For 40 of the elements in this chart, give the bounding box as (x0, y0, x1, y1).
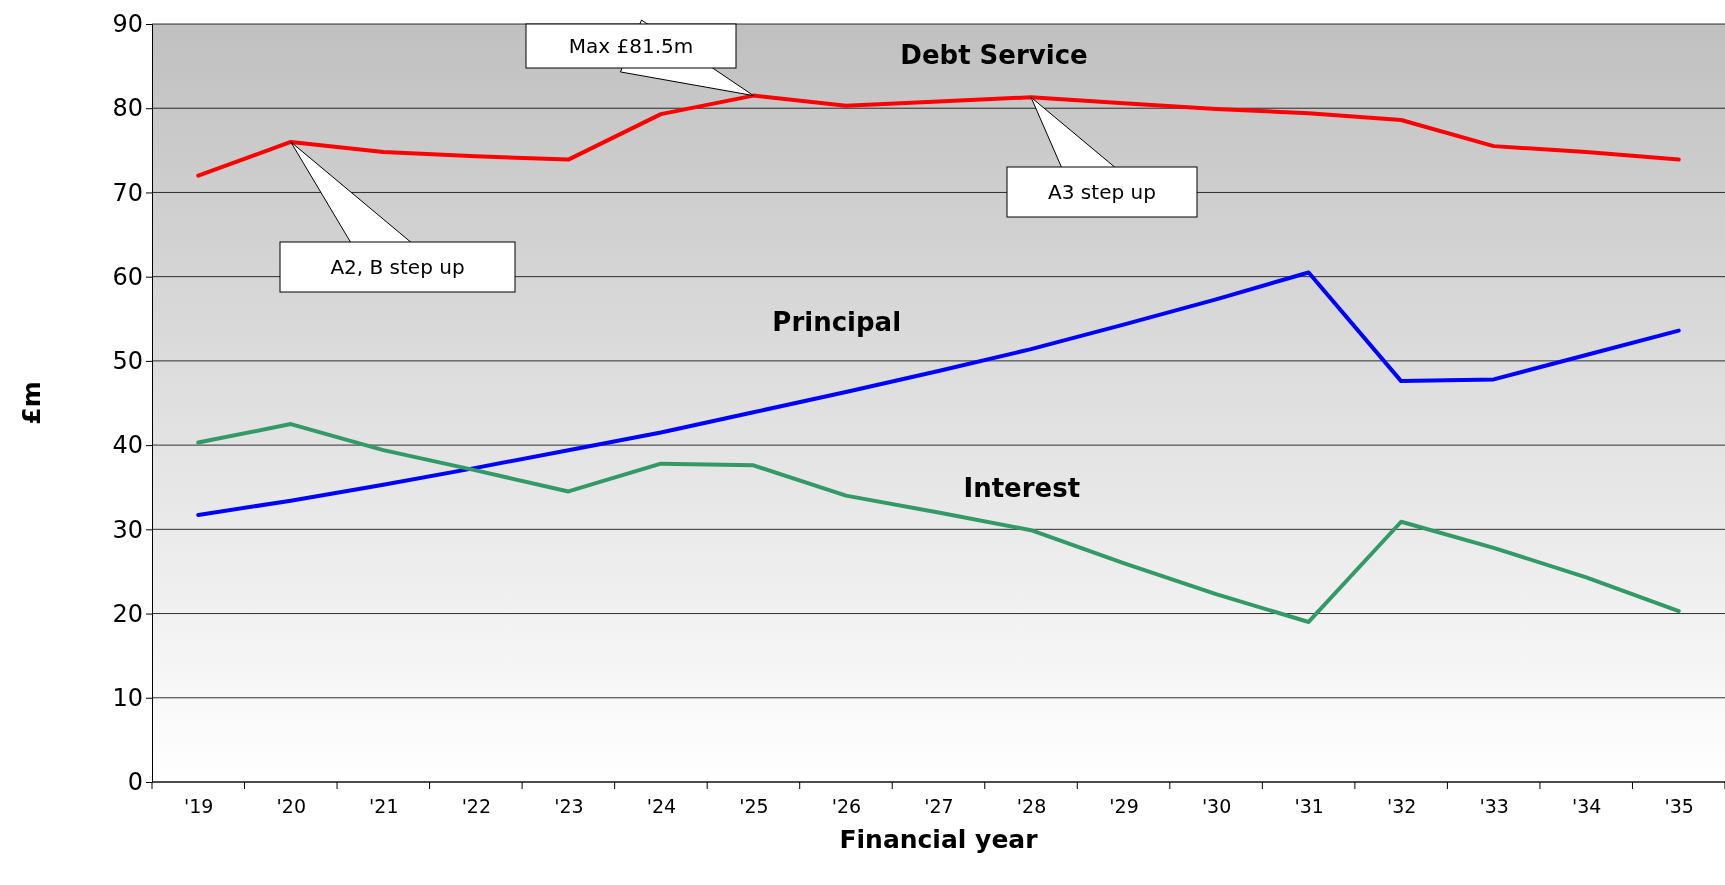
callout-box: Max £81.5m (525, 23, 737, 69)
line-series (196, 422, 1681, 624)
y-axis-title: £m (17, 381, 46, 425)
series-label: Interest (963, 473, 1081, 504)
x-tick-label: '22 (461, 795, 492, 818)
y-tick-label: 50 (112, 347, 143, 376)
x-tick-label: '20 (276, 795, 306, 818)
series-label: Principal (772, 307, 902, 338)
y-tick-label: 60 (112, 262, 143, 291)
y-tick-label: 70 (112, 178, 143, 207)
x-tick-label: '27 (924, 795, 954, 818)
x-tick-label: '21 (369, 795, 399, 818)
x-tick-label: '35 (1664, 795, 1694, 818)
annotation: A2, B step up (330, 255, 465, 279)
x-tick-label: '33 (1479, 795, 1509, 818)
x-tick-label: '25 (739, 795, 769, 818)
y-tick-label: 10 (112, 683, 143, 712)
x-tick-label: '26 (831, 795, 862, 818)
y-tick-label: 20 (112, 599, 143, 628)
x-tick-label: '28 (1016, 795, 1047, 818)
y-tick-label: 90 (112, 10, 143, 39)
callout-box: A3 step up (1006, 166, 1198, 218)
x-tick-label: '29 (1109, 795, 1139, 818)
x-tick-label: '24 (646, 795, 677, 818)
line-series (196, 93, 1681, 178)
annotation: Max £81.5m (568, 34, 694, 58)
x-axis-title: Financial year (839, 825, 1039, 854)
callout-box: A2, B step up (279, 241, 516, 293)
x-tick-label: '34 (1572, 795, 1602, 818)
x-tick-label: '23 (554, 795, 584, 818)
x-tick-label: '19 (184, 795, 214, 818)
y-tick-label: 30 (112, 515, 143, 544)
series-label: Debt Service (900, 40, 1088, 71)
x-tick-label: '32 (1386, 795, 1417, 818)
y-tick-label: 0 (127, 768, 143, 797)
x-tick-label: '30 (1201, 795, 1232, 818)
x-tick-label: '31 (1294, 795, 1324, 818)
y-tick-label: 80 (112, 94, 143, 123)
y-tick-label: 40 (112, 431, 143, 460)
annotation: A3 step up (1048, 180, 1156, 204)
